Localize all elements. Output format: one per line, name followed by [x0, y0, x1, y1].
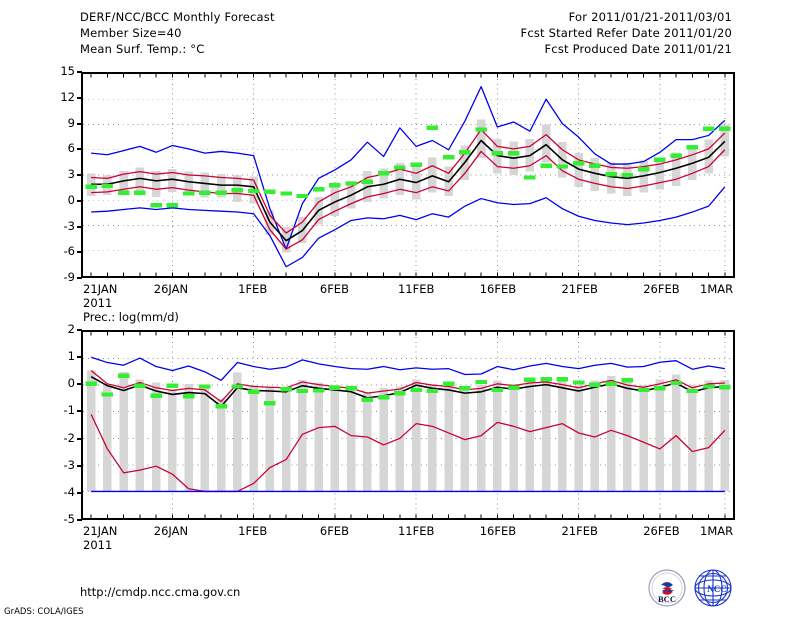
temperature-y-tick-label: 15	[60, 64, 75, 78]
temperature-x-tick-label: 16FEB	[479, 282, 517, 296]
precipitation-x-tick-label: 1MAR	[700, 524, 734, 538]
temperature-x-tick-label: 11FEB	[397, 282, 435, 296]
precipitation-x-axis-year: 2011	[83, 538, 113, 552]
precipitation-y-tick-mark	[77, 383, 82, 386]
temperature-y-tick-label: 9	[67, 115, 75, 130]
precipitation-y-tick-mark	[77, 356, 82, 359]
temperature-y-tick-mark	[77, 96, 82, 99]
chart-title: DERF/NCC/BCC Monthly Forecast	[80, 10, 275, 24]
temperature-y-tick-label: -6	[63, 244, 75, 259]
precipitation-x-tick-label: 21FEB	[561, 524, 598, 538]
precipitation-x-tick-label: 6FEB	[319, 524, 349, 538]
precipitation-y-tick-mark	[77, 410, 82, 413]
temperature-x-tick-label: 26FEB	[643, 282, 680, 296]
precipitation-y-tick-label: -1	[63, 403, 75, 418]
forecast-refer-date-label: Fcst Started Refer Date 2011/01/20	[520, 26, 732, 40]
temperature-y-tick-mark	[77, 148, 82, 151]
precipitation-y-tick-mark	[77, 519, 82, 521]
precipitation-y-tick-label: -4	[63, 484, 75, 499]
temperature-y-tick-mark	[77, 277, 82, 279]
precipitation-y-tick-label: -5	[63, 512, 75, 526]
temperature-y-tick-mark	[77, 71, 82, 73]
grads-credit-label: GrADS: COLA/IGES	[4, 607, 84, 617]
temperature-y-tick-mark	[77, 122, 82, 125]
temperature-plot-panel	[81, 72, 735, 278]
temperature-y-tick-label: 3	[67, 167, 75, 181]
precipitation-y-tick-mark	[77, 464, 82, 467]
precipitation-y-tick-label: -2	[63, 430, 75, 445]
ncc-logo-text: NCC	[707, 584, 727, 594]
temperature-y-tick-mark	[77, 251, 82, 254]
temperature-y-tick-mark	[77, 225, 82, 228]
precipitation-x-tick-label: 26FEB	[643, 524, 680, 538]
precipitation-x-tick-label: 26JAN	[153, 524, 189, 538]
temperature-x-axis-year: 2011	[83, 296, 113, 310]
bcc-logo-text: BCC	[658, 594, 676, 604]
temperature-y-tick-label: 0	[67, 192, 75, 207]
precipitation-axis-title: Prec.: log(mm/d)	[83, 310, 179, 324]
precipitation-y-tick-label: -3	[63, 457, 75, 472]
temperature-plot-canvas	[83, 74, 733, 276]
temperature-x-tick-label: 1FEB	[238, 282, 268, 296]
temperature-x-tick-label: 6FEB	[319, 282, 349, 296]
temperature-y-tick-label: -3	[63, 218, 75, 233]
precipitation-y-tick-mark	[77, 437, 82, 440]
bcc-logo-icon: BCC	[648, 569, 686, 607]
ncc-logo-icon: NCC	[694, 569, 732, 607]
precipitation-plot-canvas	[83, 332, 733, 518]
member-size-label: Member Size=40	[80, 26, 182, 40]
precipitation-y-tick-mark	[77, 491, 82, 494]
temperature-y-tick-mark	[77, 199, 82, 202]
temperature-y-tick-label: -9	[63, 270, 75, 284]
temperature-x-tick-label: 1MAR	[700, 282, 734, 296]
logo-group: BCC NCC	[648, 569, 732, 607]
forecast-produced-date-label: Fcst Produced Date 2011/01/21	[544, 42, 732, 56]
temperature-x-tick-label: 21FEB	[561, 282, 598, 296]
precipitation-x-tick-label: 21JAN	[83, 524, 118, 538]
temperature-axis-title: Mean Surf. Temp.: °C	[80, 42, 205, 56]
temperature-y-tick-mark	[77, 174, 82, 176]
precipitation-y-tick-label: 2	[67, 322, 75, 336]
temperature-y-tick-label: 12	[60, 89, 75, 104]
precipitation-plot-panel	[81, 330, 735, 520]
precipitation-y-tick-mark	[77, 329, 82, 331]
precipitation-x-tick-label: 1FEB	[238, 524, 268, 538]
precipitation-x-tick-label: 11FEB	[397, 524, 435, 538]
precipitation-y-tick-label: 0	[67, 376, 75, 391]
temperature-x-tick-label: 26JAN	[153, 282, 189, 296]
temperature-y-tick-label: 6	[67, 141, 75, 156]
precipitation-x-tick-label: 16FEB	[479, 524, 517, 538]
agency-logos: BCC NCC	[645, 568, 745, 608]
temperature-x-tick-label: 21JAN	[83, 282, 118, 296]
source-url-label: http://cmdp.ncc.cma.gov.cn	[80, 585, 241, 599]
precipitation-y-tick-label: 1	[67, 349, 75, 364]
forecast-period-label: For 2011/01/21-2011/03/01	[568, 10, 732, 24]
